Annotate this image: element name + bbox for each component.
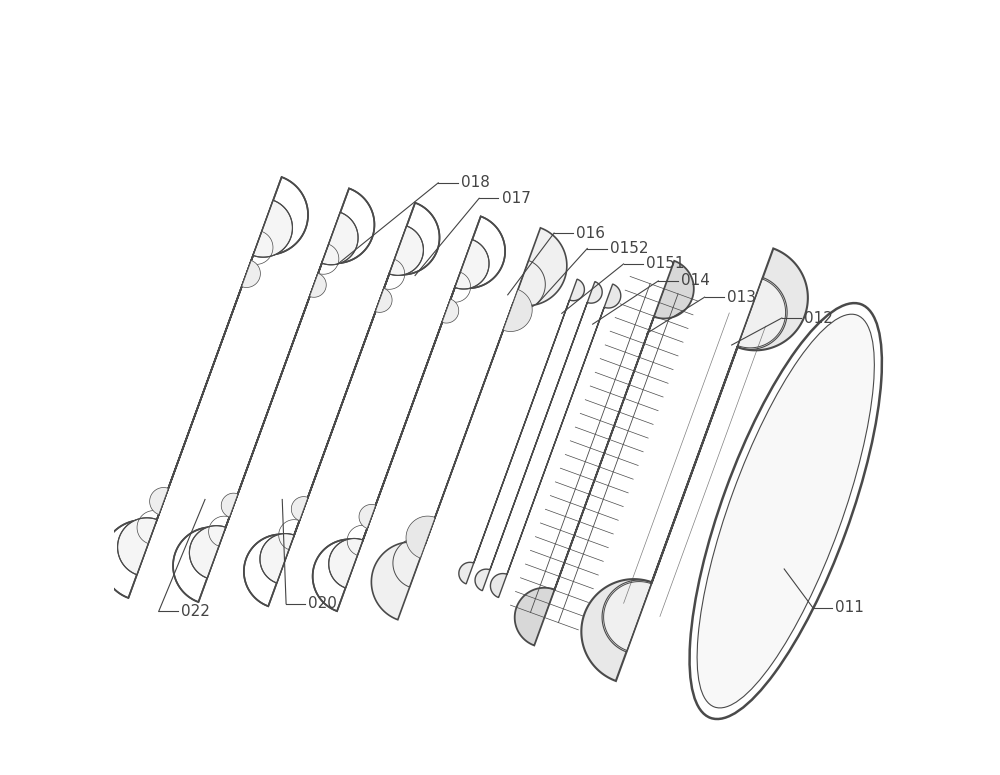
Ellipse shape <box>697 314 874 708</box>
Text: 013: 013 <box>727 290 756 305</box>
Text: 022: 022 <box>181 604 210 619</box>
Polygon shape <box>173 188 374 602</box>
Text: 011: 011 <box>835 600 864 615</box>
Polygon shape <box>490 284 621 598</box>
Polygon shape <box>244 203 440 606</box>
Polygon shape <box>359 299 459 529</box>
Text: 0152: 0152 <box>610 241 648 256</box>
Polygon shape <box>406 290 532 558</box>
Polygon shape <box>371 228 567 620</box>
Text: 012: 012 <box>804 311 833 326</box>
Text: 014: 014 <box>681 274 710 288</box>
Polygon shape <box>515 261 694 646</box>
Text: 020: 020 <box>308 596 337 611</box>
Polygon shape <box>581 249 808 681</box>
Polygon shape <box>189 212 358 578</box>
Text: 017: 017 <box>502 191 530 206</box>
Polygon shape <box>604 279 786 650</box>
Polygon shape <box>459 279 584 584</box>
Polygon shape <box>291 288 392 521</box>
Polygon shape <box>313 216 505 611</box>
Polygon shape <box>329 239 489 588</box>
Text: 016: 016 <box>576 226 605 240</box>
Text: 0151: 0151 <box>646 257 684 271</box>
Text: 018: 018 <box>461 175 489 191</box>
Polygon shape <box>102 177 308 598</box>
Polygon shape <box>118 200 292 575</box>
Polygon shape <box>150 260 260 515</box>
Polygon shape <box>221 274 326 517</box>
Polygon shape <box>260 226 423 583</box>
Polygon shape <box>475 281 602 591</box>
